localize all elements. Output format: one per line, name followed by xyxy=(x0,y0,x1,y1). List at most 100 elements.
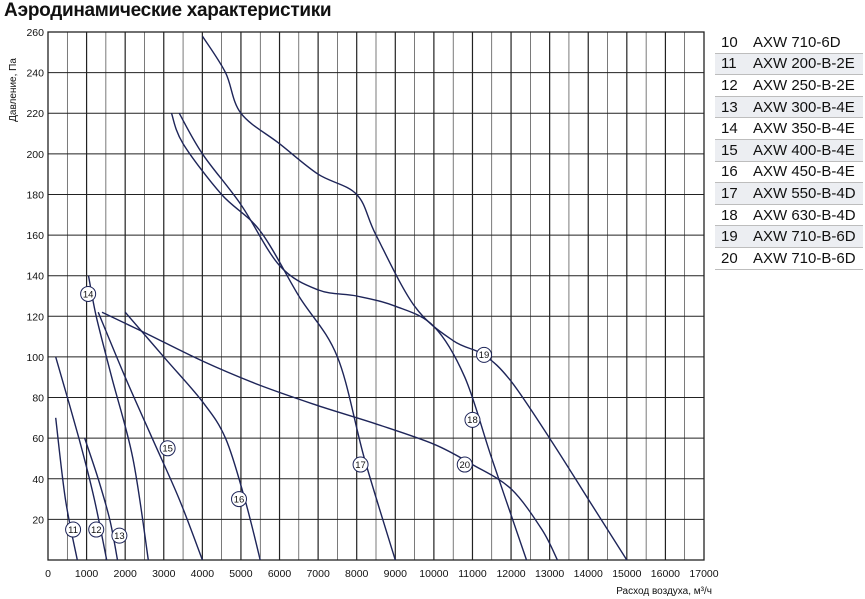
x-tick-label: 12000 xyxy=(496,568,525,580)
svg-text:16: 16 xyxy=(234,494,245,505)
model-legend: 10 AXW 710-6D 11 AXW 200-B-2E 12 AXW 250-B-2E… xyxy=(715,32,863,270)
legend-model-name: AXW 200-B-2E xyxy=(753,55,855,73)
y-tick-label: 80 xyxy=(32,393,44,405)
x-tick-label: 0 xyxy=(45,568,51,580)
legend-number: 10 xyxy=(721,33,738,51)
curve-11 xyxy=(55,417,78,561)
x-tick-label: 17000 xyxy=(689,568,718,580)
curve-marker-19: 19 xyxy=(476,346,493,363)
x-tick-label: 3000 xyxy=(152,568,176,580)
curve-19 xyxy=(201,35,628,561)
curve-marker-16: 16 xyxy=(231,491,248,508)
x-tick-label: 2000 xyxy=(113,568,137,580)
svg-text:15: 15 xyxy=(162,444,173,455)
chart-title: Аэродинамические характеристики xyxy=(4,0,332,21)
legend-model-name: AXW 350-B-4E xyxy=(753,120,855,138)
curve-marker-12: 12 xyxy=(88,521,105,538)
legend-row: 14 AXW 350-B-4E xyxy=(715,118,863,140)
legend-model-name: AXW 710-B-6D xyxy=(753,249,856,267)
x-tick-label: 10000 xyxy=(419,568,448,580)
y-tick-label: 140 xyxy=(26,271,44,283)
legend-model-name: AXW 550-B-4D xyxy=(753,184,856,202)
legend-number: 20 xyxy=(721,249,738,267)
curve-marker-15: 15 xyxy=(159,440,176,457)
svg-text:20: 20 xyxy=(459,460,470,471)
legend-row: 10 AXW 710-6D xyxy=(715,32,863,54)
curve-marker-14: 14 xyxy=(80,285,97,302)
svg-text:13: 13 xyxy=(114,531,125,542)
legend-row: 18 AXW 630-B-4D xyxy=(715,205,863,227)
x-tick-label: 1000 xyxy=(75,568,99,580)
x-axis-ticks: 0 1000 2000 3000 4000 5000 6000 7000 8000 9000 100… xyxy=(45,568,719,580)
y-tick-label: 220 xyxy=(26,108,44,120)
y-tick-label: 100 xyxy=(26,352,44,364)
x-tick-label: 6000 xyxy=(268,568,292,580)
curve-17 xyxy=(170,112,396,561)
legend-number: 13 xyxy=(721,98,738,116)
curve-marker-18: 18 xyxy=(464,411,481,428)
y-tick-label: 200 xyxy=(26,149,44,161)
legend-number: 11 xyxy=(721,55,737,73)
svg-text:19: 19 xyxy=(479,350,490,361)
legend-row: 17 AXW 550-B-4D xyxy=(715,183,863,205)
legend-row: 20 AXW 710-B-6D xyxy=(715,248,863,270)
y-tick-label: 260 xyxy=(26,27,44,39)
x-axis-label: Расход воздуха, м³/ч xyxy=(616,586,712,597)
curve-18 xyxy=(178,112,528,561)
y-tick-label: 40 xyxy=(32,474,44,486)
legend-row: 12 AXW 250-B-2E xyxy=(715,75,863,97)
legend-number: 15 xyxy=(721,141,738,159)
x-tick-label: 4000 xyxy=(191,568,215,580)
legend-model-name: AXW 710-B-6D xyxy=(753,228,856,246)
curve-marker-13: 13 xyxy=(111,527,128,544)
legend-model-name: AXW 400-B-4E xyxy=(753,141,855,159)
x-tick-label: 9000 xyxy=(384,568,408,580)
curve-markers: 11 12 13 14 15 16 17 18 19 20 xyxy=(65,285,493,544)
legend-row: 15 AXW 400-B-4E xyxy=(715,139,863,162)
legend-number: 17 xyxy=(721,184,738,202)
curve-15 xyxy=(97,311,204,561)
legend-number: 14 xyxy=(721,120,738,138)
x-tick-label: 7000 xyxy=(306,568,330,580)
y-axis-label: Давление, Па xyxy=(8,58,19,122)
plot-frame xyxy=(47,31,705,561)
curve-marker-17: 17 xyxy=(352,456,369,473)
legend-row: 19 AXW 710-B-6D xyxy=(715,226,863,248)
y-tick-label: 240 xyxy=(26,68,44,80)
legend-row: 13 AXW 300-B-4E xyxy=(715,96,863,119)
svg-text:17: 17 xyxy=(355,460,366,471)
curve-20 xyxy=(101,311,559,561)
curve-marker-11: 11 xyxy=(65,521,82,538)
y-tick-label: 160 xyxy=(26,230,44,242)
grid xyxy=(47,31,705,561)
legend-model-name: AXW 630-B-4D xyxy=(753,206,856,224)
y-axis-ticks: 20 40 60 80 100 120 140 160 180 200 220 240 260 xyxy=(26,27,44,526)
curve-14 xyxy=(87,275,149,561)
curve-13 xyxy=(84,437,119,561)
svg-text:18: 18 xyxy=(467,415,478,426)
legend-model-name: AXW 250-B-2E xyxy=(753,76,855,94)
legend-model-name: AXW 300-B-4E xyxy=(753,98,855,116)
legend-number: 12 xyxy=(721,76,738,94)
curve-marker-20: 20 xyxy=(456,456,473,473)
x-tick-label: 5000 xyxy=(229,568,253,580)
curve-16 xyxy=(124,311,261,561)
legend-model-name: AXW 450-B-4E xyxy=(753,163,855,181)
svg-text:11: 11 xyxy=(68,525,78,536)
legend-row: 16 AXW 450-B-4E xyxy=(715,162,863,184)
y-tick-label: 180 xyxy=(26,189,44,201)
y-tick-label: 120 xyxy=(26,311,44,323)
svg-text:12: 12 xyxy=(91,525,102,536)
x-tick-label: 13000 xyxy=(535,568,564,580)
legend-model-name: AXW 710-6D xyxy=(753,33,841,51)
x-tick-label: 16000 xyxy=(651,568,680,580)
svg-text:14: 14 xyxy=(83,289,94,300)
x-tick-label: 14000 xyxy=(574,568,603,580)
x-tick-label: 11000 xyxy=(458,568,487,580)
y-tick-label: 20 xyxy=(32,514,44,526)
legend-row: 11 AXW 200-B-2E xyxy=(715,53,863,76)
y-tick-label: 60 xyxy=(32,433,44,445)
x-tick-label: 8000 xyxy=(345,568,369,580)
x-tick-label: 15000 xyxy=(612,568,641,580)
